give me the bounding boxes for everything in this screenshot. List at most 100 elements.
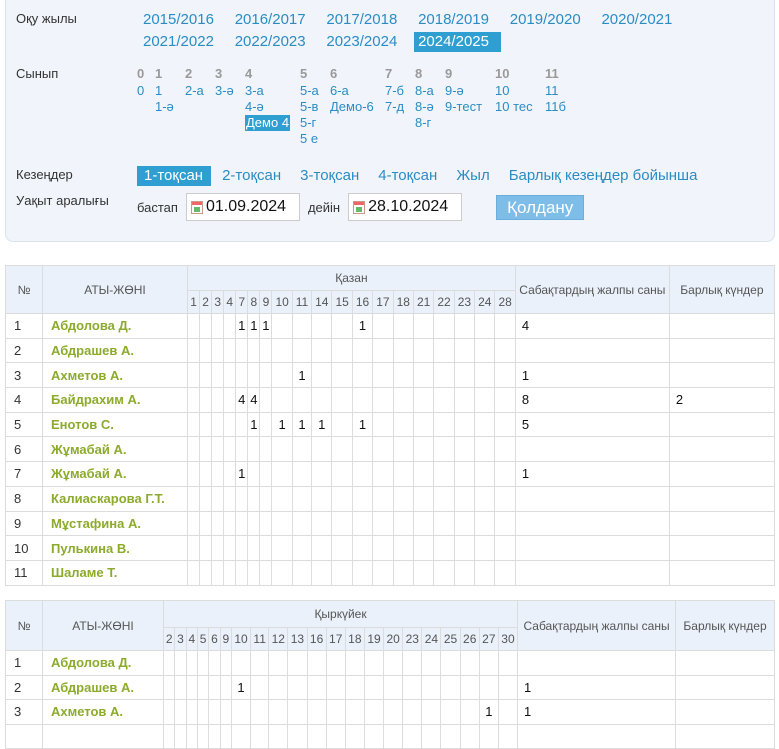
class-link[interactable]: 4-ә	[245, 99, 264, 114]
class-link[interactable]: 3-ә	[215, 83, 234, 98]
student-name-link[interactable]: Абдолова Д.	[42, 313, 188, 339]
class-link[interactable]: 5-г	[300, 115, 317, 130]
calendar-icon[interactable]	[353, 200, 366, 214]
total-lessons: 1	[517, 674, 677, 700]
day-cell	[199, 485, 213, 512]
class-link[interactable]: Демо 4	[245, 115, 291, 131]
class-link[interactable]: 1-ә	[155, 99, 174, 114]
student-name-link[interactable]: Абдрашев А.	[42, 337, 188, 364]
class-link[interactable]: Демо-6	[330, 99, 374, 114]
class-group: 8 8-а 8-ә 8-г	[415, 65, 434, 131]
class-link[interactable]: 7-д	[385, 99, 405, 114]
day-cell	[331, 387, 353, 413]
day-cell	[421, 699, 442, 725]
class-link[interactable]: 9-ә	[445, 83, 464, 98]
day-cell	[453, 362, 476, 389]
class-link[interactable]: 5-а	[300, 83, 319, 98]
year-link[interactable]: 2023/2024	[326, 33, 398, 50]
year-link[interactable]: 2021/2022	[143, 33, 214, 50]
day-cell	[331, 337, 353, 364]
period-link[interactable]: 4-тоқсан	[378, 167, 438, 184]
year-link[interactable]: 2020/2021	[601, 11, 673, 28]
class-link[interactable]: 11	[545, 83, 559, 98]
day-cell	[372, 535, 394, 561]
total-lessons: 1	[514, 461, 670, 487]
student-name-link[interactable]	[42, 723, 164, 749]
year-link[interactable]: 2019/2020	[509, 11, 581, 28]
class-link[interactable]: 7-б	[385, 83, 405, 98]
day-cell: 1	[235, 313, 249, 339]
day-cell	[497, 723, 519, 749]
col-total-lessons: Сабақтардың жалпы саны	[517, 600, 677, 651]
table-row: 5 Енотов С. 1 1 1 1 1 5	[5, 411, 776, 438]
day-header: 11	[250, 627, 270, 651]
from-date-input[interactable]: 01.09.2024	[185, 193, 300, 221]
calendar-icon[interactable]	[190, 200, 203, 214]
class-link[interactable]: 8-г	[415, 115, 432, 130]
class-link[interactable]: 3-а	[245, 83, 264, 98]
class-link[interactable]: 10	[495, 83, 510, 98]
year-link[interactable]: 2016/2017	[234, 11, 306, 28]
day-cell	[383, 674, 404, 700]
class-link[interactable]: 1	[155, 83, 163, 98]
student-name-link[interactable]: Ахметов А.	[42, 362, 188, 389]
day-cell	[259, 387, 273, 413]
student-name-link[interactable]: Енотов С.	[42, 411, 188, 438]
class-link[interactable]: 2-а	[185, 83, 204, 98]
to-date-input[interactable]: 28.10.2024	[348, 193, 463, 221]
year-link[interactable]: 2024/2025	[414, 32, 502, 52]
student-name-link[interactable]: Мұстафина А.	[42, 510, 188, 537]
day-header: 14	[311, 290, 333, 314]
class-link[interactable]: 10 тес	[495, 99, 533, 114]
period-link[interactable]: Жыл	[456, 167, 490, 184]
day-cell	[351, 436, 374, 463]
day-cell	[474, 436, 496, 463]
day-cell	[331, 411, 353, 438]
class-link[interactable]: 11б	[545, 99, 566, 114]
period-link[interactable]: 2-тоқсан	[222, 167, 282, 184]
student-name-link[interactable]: Байдрахим А.	[42, 387, 188, 413]
day-header: 24	[421, 627, 442, 651]
day-cell	[392, 485, 414, 512]
student-name-link[interactable]: Жұмабай А.	[42, 436, 188, 463]
student-name-link[interactable]: Абдолова Д.	[42, 650, 164, 676]
day-cell	[497, 699, 519, 725]
day-cell	[223, 411, 237, 438]
day-cell	[271, 436, 293, 463]
day-cell	[223, 535, 237, 561]
day-cell	[433, 362, 455, 389]
day-cell	[331, 485, 353, 512]
day-cell	[291, 337, 313, 364]
student-name-link[interactable]: Пулькина В.	[42, 535, 188, 561]
student-name-link[interactable]: Шаламе Т.	[42, 559, 188, 586]
period-link[interactable]: Барлық кезеңдер бойынша	[508, 167, 698, 184]
student-name-link[interactable]: Жұмабай А.	[42, 461, 188, 487]
class-link[interactable]: 5 е	[300, 131, 319, 146]
student-name-link[interactable]: Абдрашев А.	[42, 674, 164, 700]
class-link[interactable]: 8-ә	[415, 99, 434, 114]
student-name-link[interactable]: Ахметов А.	[42, 699, 164, 725]
class-link[interactable]: 6-а	[330, 83, 349, 98]
year-link[interactable]: 2017/2018	[326, 11, 398, 28]
student-name-link[interactable]: Калиаскарова Г.Т.	[42, 485, 188, 512]
day-cell	[199, 510, 213, 537]
day-cell	[459, 674, 480, 700]
class-link[interactable]: 5-в	[300, 99, 319, 114]
day-cell	[186, 510, 201, 537]
period-link[interactable]: 3-тоқсан	[300, 167, 360, 184]
period-link[interactable]: 1-тоқсан	[137, 166, 212, 186]
class-link[interactable]: 9-тест	[445, 99, 483, 114]
class-link[interactable]: 8-а	[415, 83, 434, 98]
class-link[interactable]: 0	[137, 83, 145, 98]
day-cell	[287, 723, 308, 749]
to-label: дейін	[307, 199, 341, 215]
class-group: 5 5-а 5-в 5-г 5 е	[300, 65, 319, 147]
year-link[interactable]: 2015/2016	[143, 11, 214, 28]
apply-button[interactable]: Қолдану	[496, 194, 585, 220]
table-row: 2 Абдрашев А.	[5, 337, 776, 364]
year-link[interactable]: 2018/2019	[418, 11, 489, 28]
col-name: АТЫ-ЖӨНІ	[42, 265, 188, 314]
year-link[interactable]: 2022/2023	[234, 33, 306, 50]
day-header: 21	[412, 290, 435, 314]
day-header: 25	[440, 627, 461, 651]
